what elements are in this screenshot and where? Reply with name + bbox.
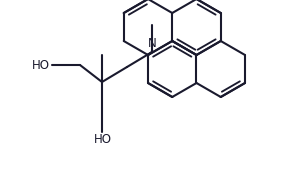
Text: HO: HO (94, 133, 112, 146)
Text: HO: HO (32, 59, 50, 71)
Text: N: N (148, 37, 156, 50)
